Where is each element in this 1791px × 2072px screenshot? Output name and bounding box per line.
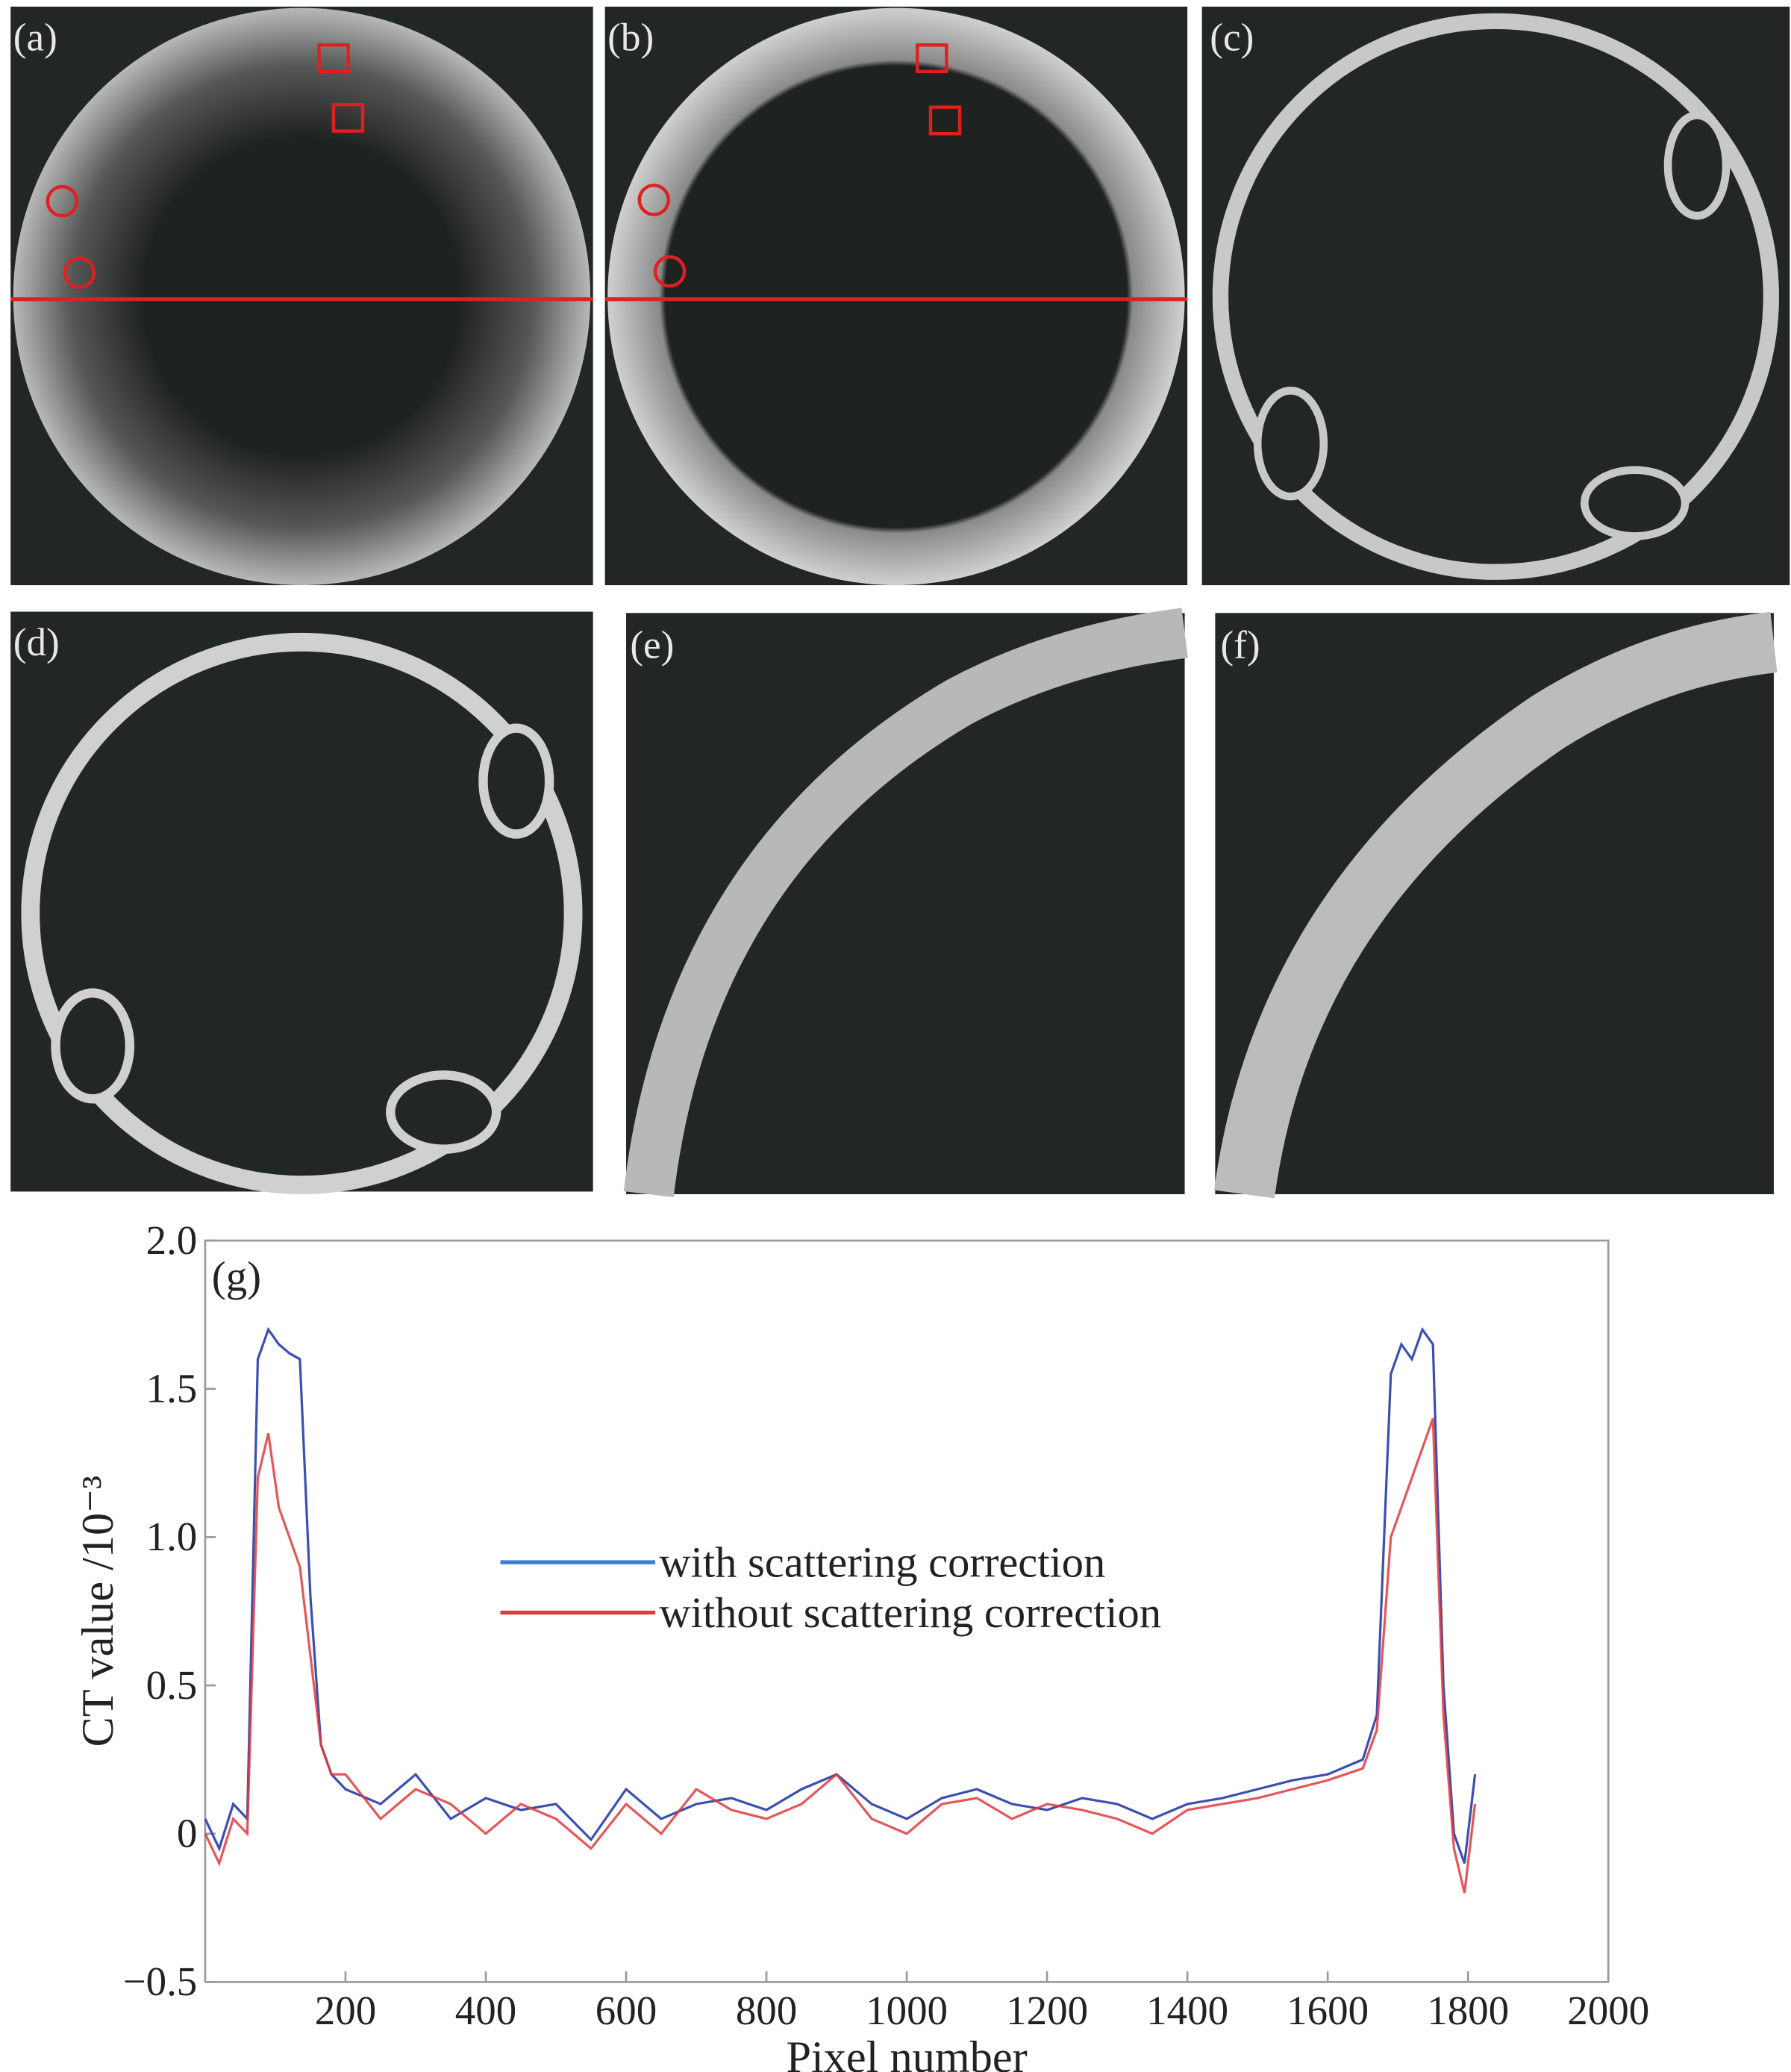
series-line [204,1417,1477,1894]
x-tick-label: 600 [596,1988,657,2033]
series-line [204,1326,1477,1864]
x-tick-label: 1000 [866,1988,948,2033]
panel-label: (b) [607,15,654,59]
x-tick-label: 2000 [1567,1988,1649,2033]
plot-frame [204,1239,1610,1983]
x-tick-label: 1800 [1427,1988,1509,2033]
y-tick-label: 0.5 [146,1662,198,1708]
y-tick-label: 2.0 [146,1217,198,1263]
panel-c: (c) [1201,6,1790,586]
panel-e: (e) [623,608,1188,1197]
legend-label: with scattering correction [659,1538,1105,1587]
panel-label: (a) [13,15,57,59]
panel-label: (g) [212,1253,261,1300]
panel-label: (d) [13,620,60,664]
panel-f: (f) [1213,611,1778,1199]
x-tick-label: 1600 [1287,1988,1369,2033]
y-axis-title: CT value /10⁻³ [73,1476,123,1747]
panel-d: (d) [10,611,593,1194]
x-tick-label: 400 [455,1988,516,2033]
x-tick-label: 1200 [1006,1988,1088,2033]
y-tick-label: −0.5 [123,1959,198,2004]
line-chart: (g) Pixel number CT value /10⁻³ 200 400 60… [73,1217,1649,2072]
panel-a: (a) [10,6,593,586]
x-tick-label: 200 [315,1988,376,2033]
y-tick-label: 0 [177,1810,197,1856]
x-tick-label: 1400 [1146,1988,1228,2033]
panel-label: (f) [1220,623,1260,667]
legend-label: without scattering correction [659,1588,1161,1637]
panel-label: (c) [1210,15,1254,59]
panel-b: (b) [604,6,1188,586]
y-tick-label: 1.0 [146,1514,198,1559]
x-axis-title: Pixel number [786,2032,1027,2072]
x-tick-label: 800 [736,1988,797,2033]
panel-label: (e) [630,623,674,667]
y-tick-label: 1.5 [146,1365,198,1411]
